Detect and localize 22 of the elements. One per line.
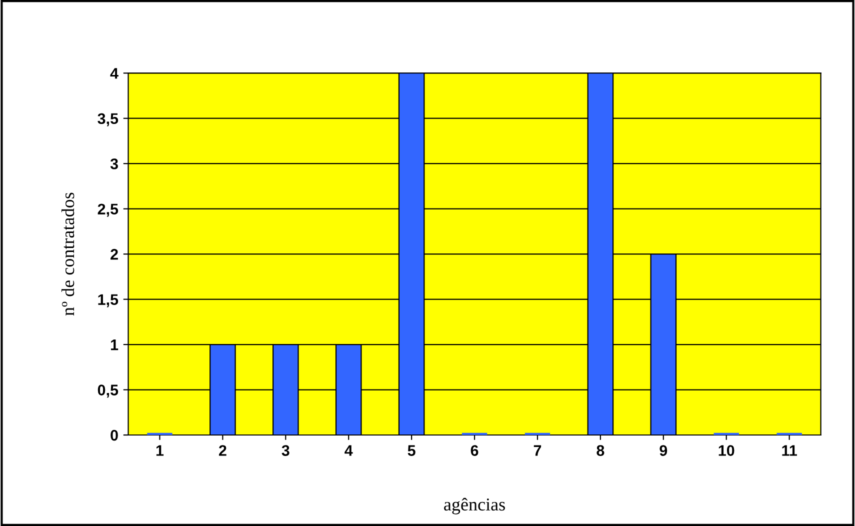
y-tick-label: 4	[110, 68, 118, 79]
y-tick-label: 0,5	[98, 384, 118, 398]
x-tick-label: 10	[718, 445, 734, 456]
x-axis-title: agências	[444, 498, 505, 514]
x-tick-label: 6	[470, 445, 478, 456]
y-tick-label: 3	[110, 158, 118, 170]
x-tick-label: 2	[218, 445, 226, 456]
x-tick-label: 8	[596, 445, 604, 456]
y-tick-label: 2	[110, 248, 118, 260]
y-tick-label: 1	[110, 340, 118, 350]
x-tick-label: 5	[408, 445, 416, 456]
y-tick-label: 2,5	[98, 204, 118, 217]
x-tick-label: 1	[156, 445, 164, 456]
y-axis-title: nº de contratados	[61, 192, 74, 316]
y-tick-label: 3,5	[98, 113, 118, 126]
x-tick-label: 11	[782, 445, 797, 456]
x-tick-label: 7	[534, 445, 542, 456]
y-tick-label: 0	[110, 430, 118, 441]
x-tick-label: 4	[344, 445, 353, 456]
x-tick-label: 9	[660, 445, 668, 456]
y-tick-label: 1,5	[98, 294, 118, 308]
x-tick-label: 3	[282, 445, 290, 456]
